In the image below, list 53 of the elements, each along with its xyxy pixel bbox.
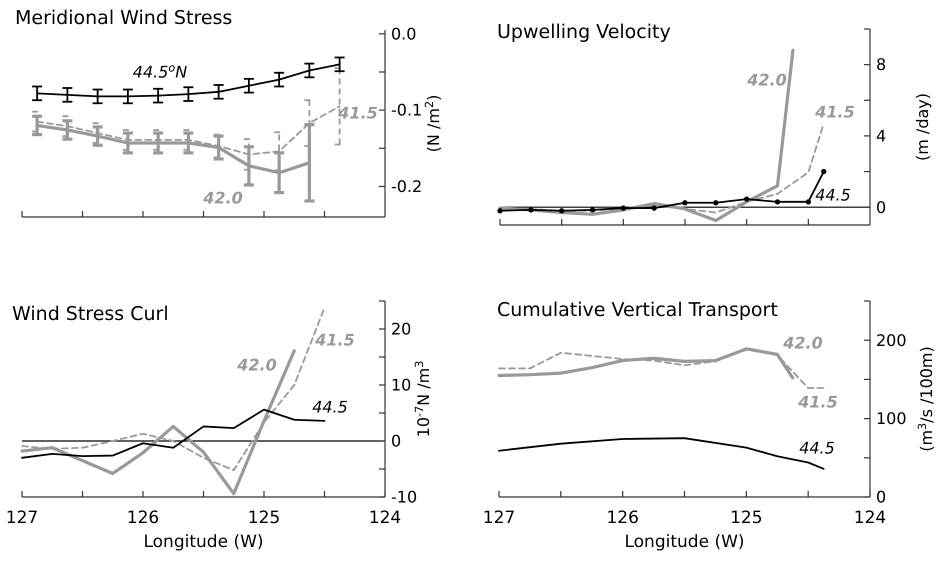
chart-title: Upwelling Velocity [497, 21, 671, 43]
series-label: 41.5 [337, 104, 378, 123]
chart-title: Wind Stress Curl [12, 303, 169, 325]
x-tick-label: 124 [854, 508, 886, 528]
y-tick-label: 200 [876, 330, 907, 350]
y-tick-label: 0 [876, 198, 886, 217]
y-tick-label: 4 [876, 126, 886, 146]
chart-title: Cumulative Vertical Transport [497, 299, 778, 321]
point [713, 200, 718, 206]
point [821, 168, 826, 174]
y-tick-label: 0 [391, 432, 402, 451]
series-label: 44.5$^{o}$N [132, 61, 188, 82]
x-tick-label: 125 [730, 508, 763, 528]
y-tick-label: -0.2 [391, 177, 422, 196]
point [652, 205, 657, 211]
x-tick-label: 127 [6, 508, 38, 528]
point [806, 199, 811, 204]
y-tick-label: 20 [391, 320, 412, 339]
y-tick-label: -10 [391, 488, 418, 507]
point [590, 207, 596, 212]
y-axis-title: (m /day) [913, 93, 932, 161]
point [744, 196, 750, 202]
y-tick-label: 0.0 [391, 24, 416, 44]
y-tick-label: 0 [876, 488, 886, 507]
series-label: 42.0 [746, 70, 787, 90]
series-label: 42.0 [202, 188, 243, 208]
point [774, 199, 780, 204]
y-tick-label: -0.1 [391, 100, 422, 120]
series-label: 44.5 [815, 186, 851, 205]
series-label: 41.5 [797, 392, 838, 412]
x-tick-label: 124 [368, 508, 402, 528]
x-tick-label: 127 [482, 508, 516, 528]
point [528, 207, 534, 212]
x-tick-label: 125 [248, 508, 280, 528]
x-axis-title: Longitude (W) [143, 532, 264, 552]
x-axis-title: Longitude (W) [624, 532, 745, 552]
series-label: 41.5 [314, 330, 355, 350]
y-tick-label: 8 [876, 55, 886, 74]
point [497, 208, 503, 214]
y-tick-label: 10 [391, 376, 412, 395]
point [620, 205, 626, 211]
series-label: 44.5 [799, 438, 835, 458]
series-label: 42.0 [236, 356, 277, 375]
x-tick-label: 126 [606, 508, 639, 528]
series-label: 44.5 [312, 398, 348, 417]
point [559, 208, 564, 214]
series-label: 41.5 [814, 102, 855, 122]
x-tick-label: 126 [126, 508, 160, 528]
line-series [498, 348, 825, 389]
series-label: 42.0 [782, 334, 823, 353]
chart-title: Meridional Wind Stress [15, 7, 232, 29]
point [682, 200, 688, 206]
y-tick-label: 100 [876, 409, 907, 428]
